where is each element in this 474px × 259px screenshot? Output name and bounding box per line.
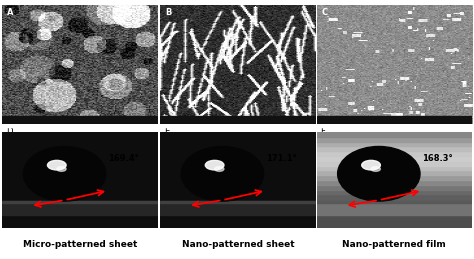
Bar bbox=[317, 218, 472, 223]
Bar bbox=[317, 189, 472, 194]
Bar bbox=[317, 146, 472, 151]
Bar bbox=[317, 151, 472, 156]
Bar bbox=[317, 199, 472, 204]
Text: 168.3°: 168.3° bbox=[422, 154, 453, 163]
Bar bbox=[2, 201, 158, 214]
Text: A: A bbox=[7, 8, 14, 17]
Bar bbox=[317, 156, 472, 161]
Text: 171.1°: 171.1° bbox=[266, 154, 297, 163]
Ellipse shape bbox=[181, 146, 264, 201]
Ellipse shape bbox=[23, 146, 106, 201]
Text: D: D bbox=[6, 127, 13, 136]
Text: Nano-patterned film: Nano-patterned film bbox=[343, 240, 446, 249]
Bar bbox=[317, 141, 472, 147]
Bar bbox=[2, 201, 158, 203]
Bar bbox=[317, 132, 472, 137]
Text: B: B bbox=[165, 8, 171, 17]
Bar bbox=[317, 160, 472, 166]
Bar bbox=[160, 201, 316, 214]
Text: Nano-patterned sheet: Nano-patterned sheet bbox=[182, 240, 294, 249]
Text: 169.4°: 169.4° bbox=[108, 154, 139, 163]
Text: C: C bbox=[321, 8, 328, 17]
Bar bbox=[317, 208, 472, 213]
Bar bbox=[317, 136, 472, 142]
Ellipse shape bbox=[47, 160, 66, 170]
Ellipse shape bbox=[371, 167, 380, 171]
Ellipse shape bbox=[215, 167, 224, 171]
Bar bbox=[317, 201, 472, 203]
Ellipse shape bbox=[337, 146, 420, 201]
Ellipse shape bbox=[57, 167, 66, 171]
Bar bbox=[317, 201, 472, 214]
Bar bbox=[160, 116, 316, 124]
Text: Micro-patterned sheet: Micro-patterned sheet bbox=[23, 240, 137, 249]
Bar bbox=[317, 116, 472, 124]
Bar bbox=[0, 122, 474, 127]
Bar bbox=[317, 165, 472, 170]
Ellipse shape bbox=[362, 160, 380, 170]
Bar bbox=[317, 184, 472, 190]
Text: E: E bbox=[164, 127, 169, 136]
Text: F: F bbox=[320, 127, 325, 136]
Bar bbox=[160, 201, 316, 203]
Bar bbox=[317, 223, 472, 228]
Bar bbox=[317, 179, 472, 185]
Bar bbox=[317, 213, 472, 218]
Bar bbox=[317, 194, 472, 199]
Bar bbox=[317, 204, 472, 209]
Ellipse shape bbox=[205, 160, 224, 170]
Bar bbox=[2, 116, 158, 124]
Bar bbox=[317, 175, 472, 180]
Bar bbox=[317, 170, 472, 175]
